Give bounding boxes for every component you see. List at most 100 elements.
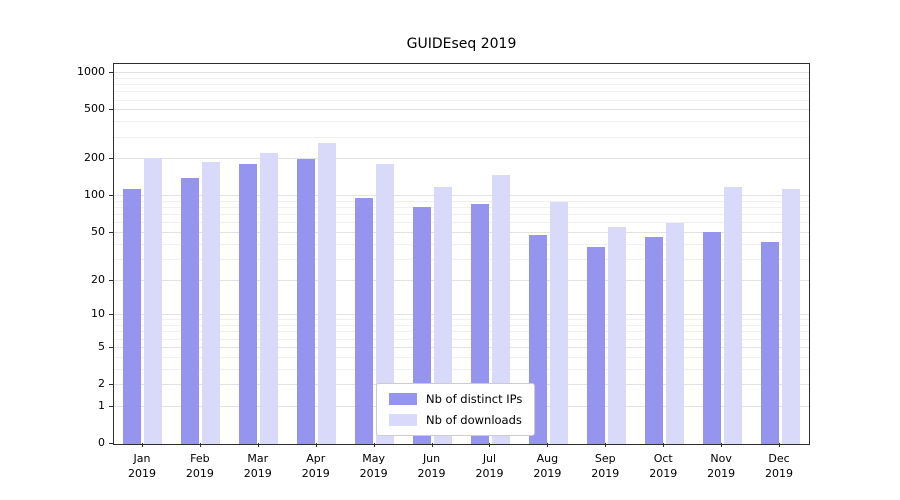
bar-distinct-ips [702,231,721,444]
x-axis-tick-label: Dec 2019 [765,452,794,481]
gridline [114,72,809,74]
gridline [114,158,809,160]
bar-downloads [260,153,279,444]
y-axis-tick-label: 50 [91,225,105,238]
bar-downloads [491,175,510,444]
y-axis-tick-label: 1 [98,398,105,412]
x-axis-tick-mark [431,443,433,447]
y-axis-tick-label: 5 [98,339,105,353]
y-axis-tick-label: 20 [91,272,105,286]
gridline [114,279,809,281]
x-axis-tick-mark [257,443,259,447]
bar-downloads [318,143,337,444]
x-axis-tick-label: Oct 2019 [649,452,678,481]
y-axis-tick-label: 200 [84,151,105,165]
bar-downloads [202,162,221,444]
y-axis-tick-mark [109,346,113,348]
y-axis-tick-mark [109,405,113,407]
bar-distinct-ips [355,197,374,444]
x-axis-tick-mark [373,443,375,447]
y-axis-tick-label: 0 [98,436,105,449]
bar-downloads [376,163,395,444]
bar-distinct-ips [181,178,200,444]
bar-downloads [607,227,626,444]
x-axis-tick-label: Jul 2019 [475,452,504,481]
x-axis-tick-mark [141,443,143,447]
gridline [114,200,809,202]
x-axis-tick-mark [605,443,607,447]
bar-downloads [549,201,568,444]
gridline [114,314,809,316]
x-axis-tick-mark [663,443,665,447]
bar-downloads [144,158,163,444]
x-axis-tick-label: Jun 2019 [417,452,446,481]
bar-distinct-ips [123,188,142,444]
legend-swatch-icon [389,414,417,426]
y-axis-tick-mark [109,109,113,111]
legend-swatch-icon [389,393,417,405]
legend: Nb of distinct IPs Nb of downloads [376,383,536,436]
bar-distinct-ips [297,159,316,444]
plot-area: Nb of distinct IPs Nb of downloads [113,63,810,445]
bar-downloads [723,186,742,444]
gridline [114,77,809,79]
x-axis-tick-label: Jan 2019 [127,452,156,481]
y-axis-tick-mark [109,443,113,444]
x-axis-tick-label: Nov 2019 [707,452,736,481]
y-axis-tick-mark [109,195,113,197]
y-axis-tick-label: 500 [84,102,105,116]
gridline [114,346,809,348]
bar-distinct-ips [239,163,258,444]
gridline [114,368,809,370]
gridline [114,338,809,340]
x-axis-tick-label: Feb 2019 [185,452,214,481]
x-axis-tick-label: Mar 2019 [243,452,272,481]
gridline [114,99,809,101]
gridline [114,214,809,216]
legend-entry: Nb of downloads [389,413,522,427]
gridline [114,331,809,333]
gridline [114,325,809,327]
bar-distinct-ips [760,242,779,444]
gridline [114,356,809,358]
gridline [114,207,809,209]
legend-entry: Nb of distinct IPs [389,392,522,406]
gridline [114,121,809,123]
y-axis-tick-mark [109,232,113,233]
x-axis-tick-label: Sep 2019 [591,452,620,481]
y-axis-tick-label: 2 [98,377,105,391]
gridline [114,243,809,245]
chart-title: GUIDEseq 2019 [406,36,517,52]
gridline [114,136,809,138]
legend-label: Nb of distinct IPs [426,392,523,406]
gridline [114,91,809,93]
x-axis-tick-mark [489,443,491,447]
gridline [114,109,809,111]
x-axis-tick-mark [547,443,549,447]
y-axis-tick-label: 100 [84,188,105,202]
x-axis-tick-mark [721,443,723,447]
y-axis-tick-mark [109,279,113,281]
gridline [114,319,809,321]
bar-downloads [434,186,453,444]
bar-distinct-ips [644,237,663,444]
y-axis-tick-mark [109,72,113,74]
y-axis-tick-mark [109,158,113,160]
y-axis-tick-label: 1000 [77,65,105,79]
gridline [114,195,809,197]
legend-label: Nb of downloads [426,413,522,427]
gridline [114,84,809,86]
x-axis-tick-label: Apr 2019 [301,452,330,481]
y-axis-tick-mark [109,384,113,386]
x-axis-tick-mark [779,443,781,447]
bar-downloads [781,188,800,444]
x-axis-tick-mark [199,443,201,447]
x-axis-tick-label: May 2019 [359,452,388,481]
y-axis-tick-label: 10 [91,307,105,321]
x-axis-tick-mark [315,443,317,447]
bar-downloads [665,222,684,444]
y-axis-tick-mark [109,314,113,316]
x-axis-tick-label: Aug 2019 [533,452,562,481]
gridline [114,232,809,234]
